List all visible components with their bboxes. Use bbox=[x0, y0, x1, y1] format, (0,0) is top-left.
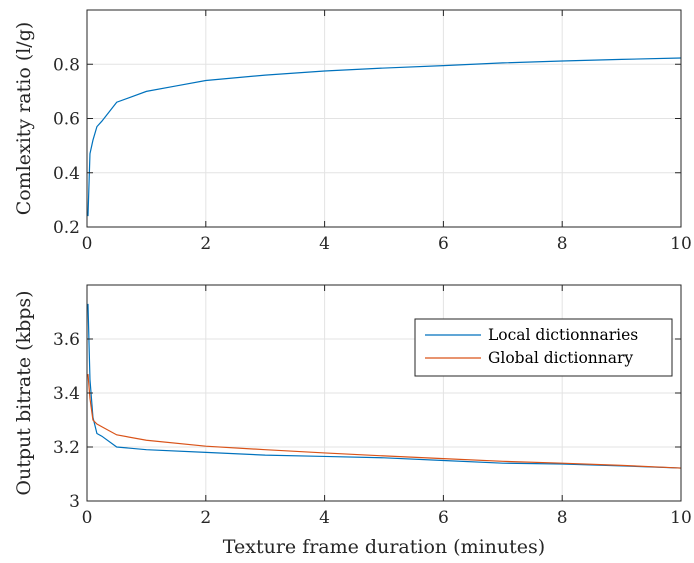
series-line-local-dictionnaries bbox=[87, 303, 682, 469]
y-tick-label: 3 bbox=[69, 492, 80, 512]
y-tick-label: 0.2 bbox=[53, 218, 80, 238]
y-tick-label: 3.6 bbox=[53, 330, 80, 350]
legend: Local dictionnaries Global dictionnary bbox=[414, 318, 673, 377]
x-tick-label: 10 bbox=[670, 234, 692, 254]
x-tick-label: 4 bbox=[319, 234, 330, 254]
legend-entry: Local dictionnaries bbox=[488, 326, 638, 344]
x-tick-label: 2 bbox=[200, 234, 211, 254]
y-tick-label: 0.6 bbox=[53, 110, 80, 130]
top-plot-panel: 0 2 4 6 8 10 0.2 0.4 0.6 0.8 Comlexity ratio (l/g) bbox=[13, 9, 692, 254]
x-tick-label: 8 bbox=[557, 508, 568, 528]
y-tick-label: 0.4 bbox=[53, 164, 80, 184]
x-tick-label: 0 bbox=[82, 234, 93, 254]
legend-entry: Global dictionnary bbox=[488, 349, 633, 367]
x-axis-label: Texture frame duration (minutes) bbox=[223, 536, 545, 558]
series-line-global-dictionnary bbox=[87, 374, 682, 469]
bottom-plot-panel: 0 2 4 6 8 10 3 3.2 3.4 3.6 Output bitrate (kbps) Te… bbox=[13, 284, 692, 558]
x-tick-label: 8 bbox=[557, 234, 568, 254]
x-tick-label: 10 bbox=[670, 508, 692, 528]
y-axis-label: Output bitrate (kbps) bbox=[13, 290, 35, 495]
y-tick-label: 3.4 bbox=[53, 384, 80, 404]
x-tick-label: 2 bbox=[200, 508, 211, 528]
y-axis-label: Comlexity ratio (l/g) bbox=[13, 22, 35, 216]
y-tick-label: 3.2 bbox=[53, 438, 80, 458]
x-tick-label: 6 bbox=[438, 234, 449, 254]
series-line-0 bbox=[87, 57, 682, 217]
x-tick-label: 6 bbox=[438, 508, 449, 528]
x-tick-label: 0 bbox=[82, 508, 93, 528]
legend-box bbox=[414, 318, 673, 377]
x-tick-label: 4 bbox=[319, 508, 330, 528]
y-tick-label: 0.8 bbox=[53, 55, 80, 75]
